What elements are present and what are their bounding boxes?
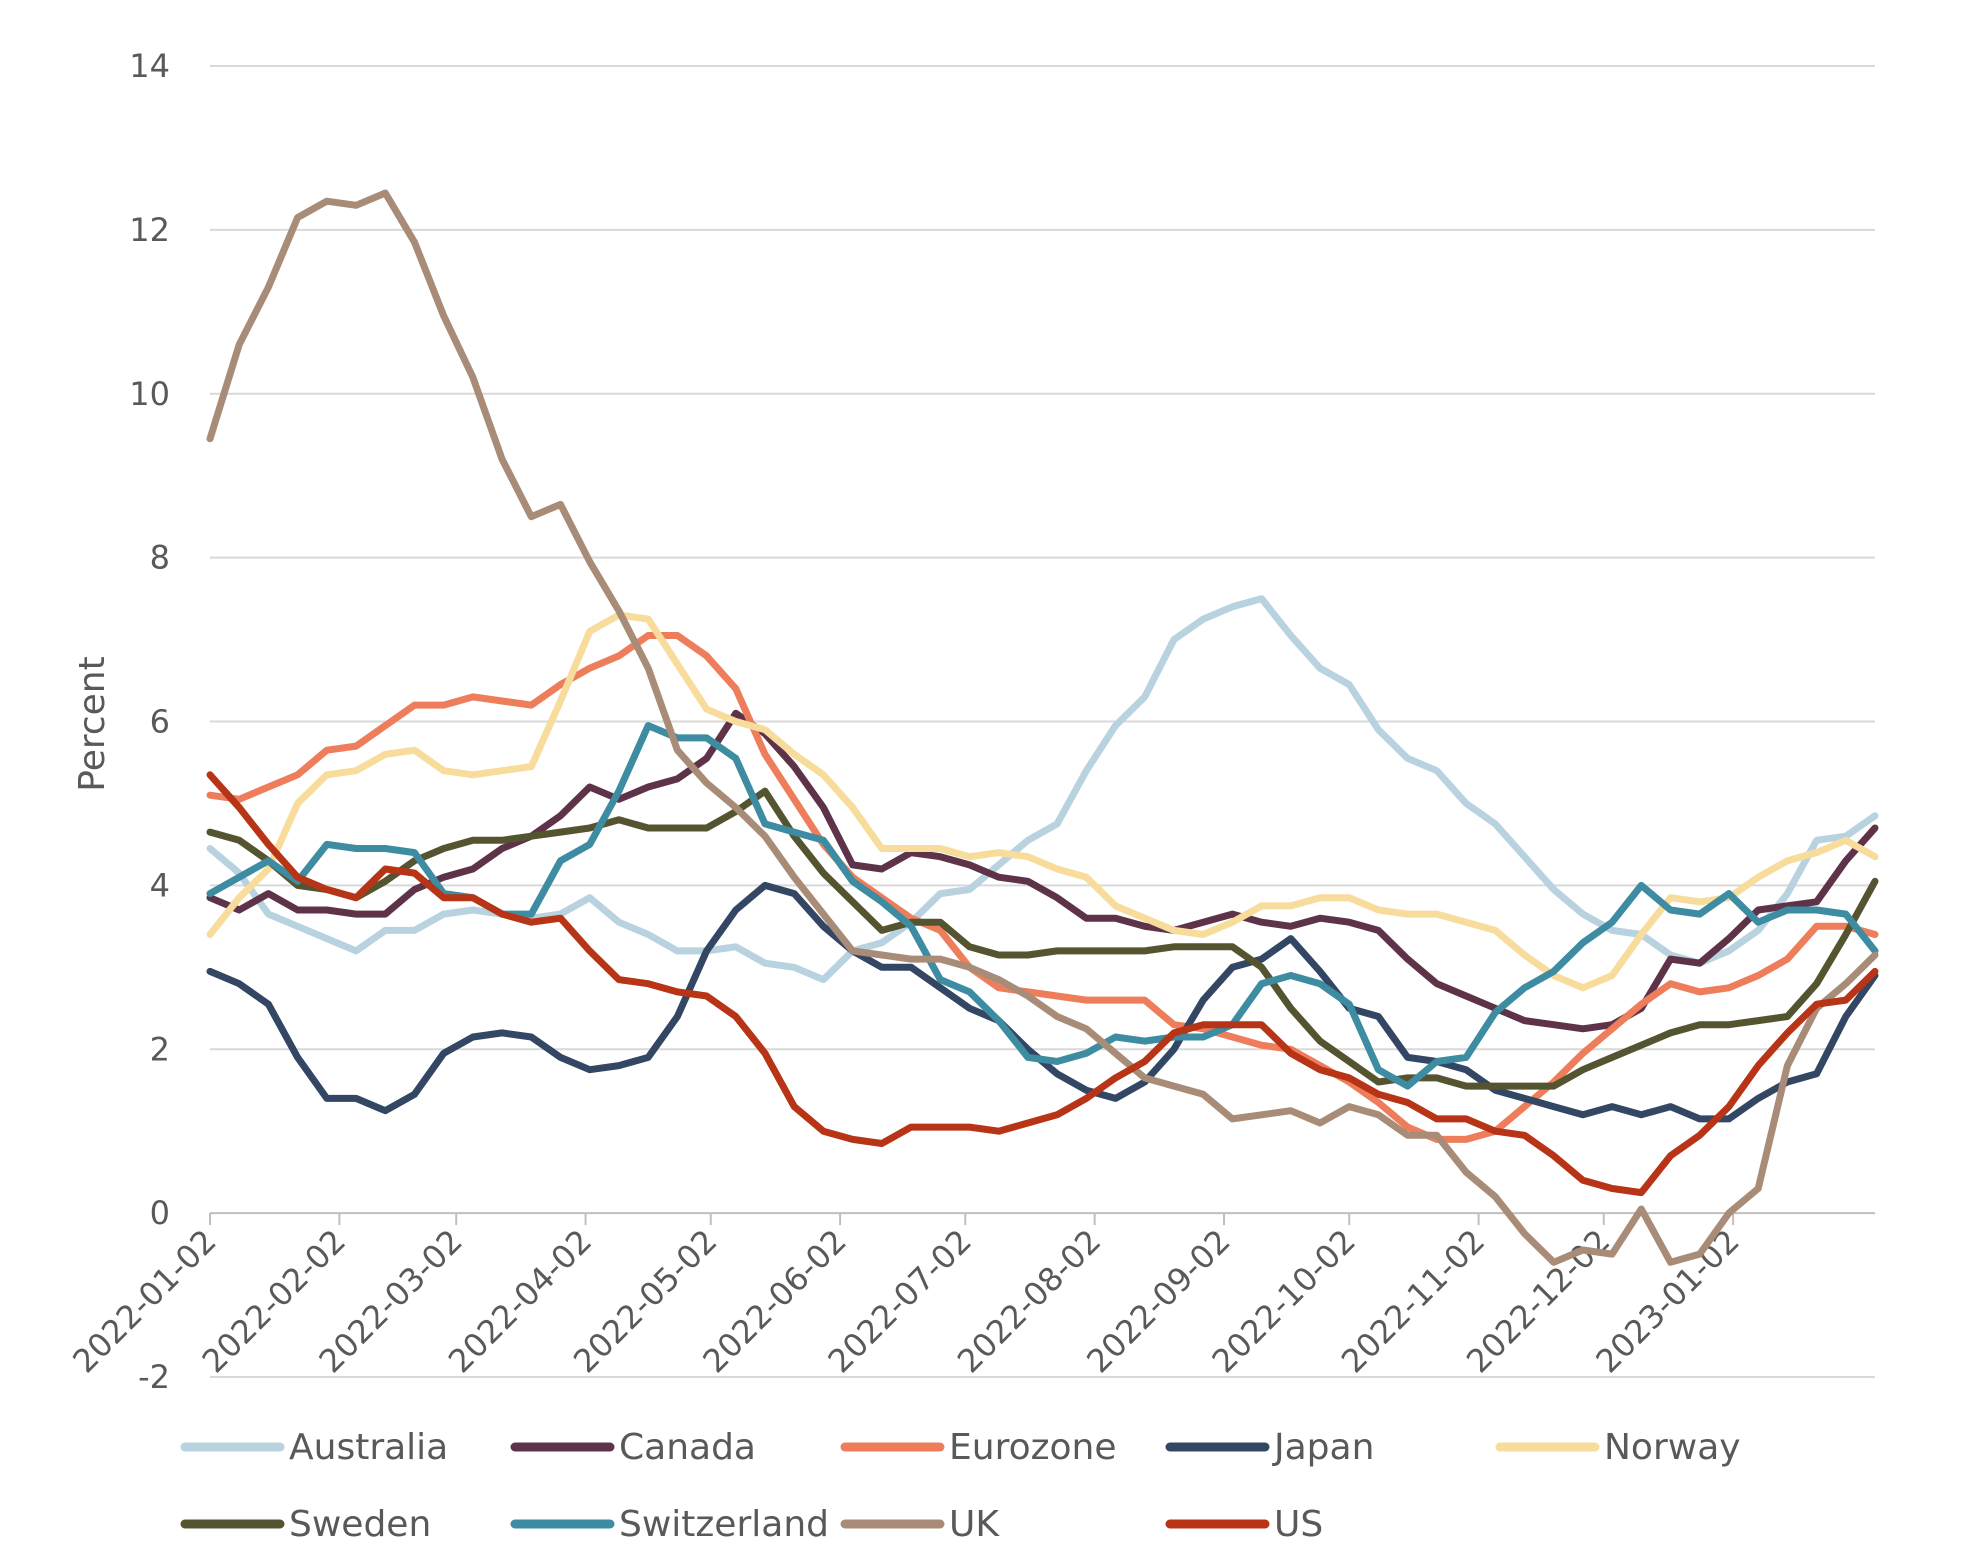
y-tick-label: 0: [150, 1194, 170, 1232]
y-tick-label: 8: [150, 539, 170, 577]
legend-item-uk: UK: [840, 1504, 1000, 1545]
series-line-sweden: [206, 787, 1879, 1090]
series-line-norway: [206, 611, 1879, 992]
legend-label: US: [1274, 1504, 1323, 1545]
legend-label: Sweden: [289, 1504, 431, 1545]
series-line-australia: [206, 595, 1879, 984]
series-lines: [206, 189, 1879, 1266]
series-line-canada: [206, 709, 1879, 1033]
y-tick-label: 10: [129, 375, 170, 413]
legend-item-eurozone: Eurozone: [840, 1427, 1116, 1468]
y-tick-label: 14: [129, 47, 170, 85]
legend-label: Canada: [619, 1427, 756, 1468]
y-tick-label: -2: [138, 1358, 170, 1396]
legend-label: UK: [949, 1504, 1000, 1545]
legend-label: Eurozone: [949, 1427, 1116, 1468]
legend-item-norway: Norway: [1495, 1427, 1741, 1468]
legend-item-japan: Japan: [1165, 1427, 1374, 1468]
gridlines: [210, 65, 1875, 1378]
legend-label: Switzerland: [619, 1504, 829, 1545]
series-line-uk: [206, 189, 1879, 1266]
legend-item-australia: Australia: [180, 1427, 448, 1468]
y-tick-label: 12: [129, 211, 170, 249]
legend-label: Norway: [1604, 1427, 1741, 1468]
legend-item-canada: Canada: [510, 1427, 756, 1468]
y-tick-label: 2: [150, 1030, 170, 1068]
series-line-eurozone: [206, 632, 1879, 1143]
legend: Australia Canada Eurozone Japan Norway Sweden…: [180, 1427, 1741, 1545]
x-axis-ticks: 2022-01-022022-02-022022-03-022022-04-02…: [65, 1213, 1747, 1380]
y-tick-label: 6: [150, 703, 170, 741]
legend-label: Australia: [289, 1427, 448, 1468]
series-line-switzerland: [206, 722, 1879, 1090]
legend-item-switzerland: Switzerland: [510, 1504, 829, 1545]
legend-item-us: US: [1165, 1504, 1323, 1545]
y-axis-title: Percent: [72, 656, 113, 791]
legend-item-sweden: Sweden: [180, 1504, 431, 1545]
y-axis-ticks: -2 0 2 4 6 8 10 12 14: [129, 47, 170, 1396]
y-tick-label: 4: [150, 866, 170, 904]
series-line-us: [206, 771, 1879, 1197]
legend-label: Japan: [1272, 1427, 1374, 1468]
